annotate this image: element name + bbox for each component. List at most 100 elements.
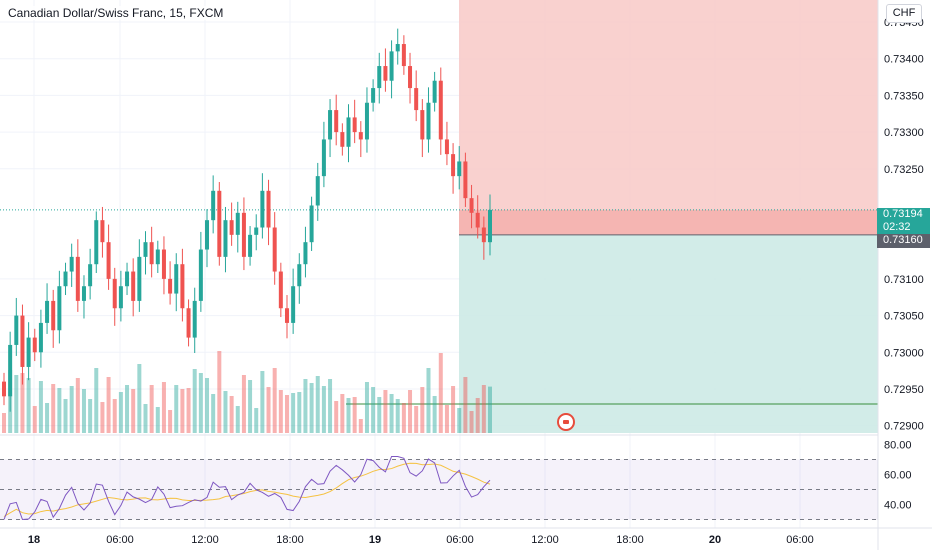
volume-bar [155, 407, 160, 433]
candle [408, 66, 413, 89]
stop-loss-zone [459, 0, 878, 235]
candle [155, 249, 160, 265]
volume-bar [186, 388, 191, 433]
candle [457, 161, 462, 177]
current-price-value: 0.73194 [883, 208, 923, 220]
currency-button[interactable]: CHF [886, 4, 922, 23]
candle [475, 212, 480, 228]
candle [432, 80, 437, 103]
volume-bar [75, 378, 80, 433]
volume-bar [414, 406, 419, 433]
candle [32, 337, 37, 353]
candle [161, 249, 166, 279]
volume-bar [161, 382, 166, 433]
candle [303, 242, 308, 265]
volume-bar [63, 399, 68, 433]
volume-bar [395, 399, 400, 433]
chart-title[interactable]: Canadian Dollar/Swiss Franc, 15, FXCM [6, 6, 226, 20]
volume-bar [352, 397, 357, 433]
price-axis-label: 0.73350 [884, 90, 924, 102]
candle [174, 264, 179, 294]
volume-bar [38, 381, 43, 433]
candle [223, 220, 228, 257]
volume-bar [235, 406, 240, 433]
candle [346, 117, 351, 147]
candle [143, 242, 148, 257]
rsi-ma-line [3, 462, 491, 517]
volume-bar [383, 390, 388, 433]
candle [63, 271, 68, 287]
volume-bar [223, 391, 228, 433]
take-profit-zone [459, 234, 878, 433]
candle [51, 300, 56, 331]
volume-bar [321, 386, 326, 433]
candle [26, 337, 31, 367]
candle [248, 234, 253, 257]
candle [377, 66, 382, 89]
volume-bar [488, 386, 492, 433]
candle [451, 154, 456, 177]
volume-bar [131, 389, 136, 433]
volume-bar [88, 399, 93, 433]
candle [444, 139, 449, 155]
candle [481, 227, 486, 243]
volume-bar [20, 373, 25, 433]
candle [401, 44, 406, 67]
time-axis-label: 18:00 [276, 534, 304, 546]
candle [45, 300, 50, 323]
candle [106, 242, 111, 279]
volume-bar [32, 406, 37, 433]
candle [328, 110, 333, 140]
canada-flag-icon[interactable] [557, 413, 575, 431]
candle [334, 110, 339, 133]
candle [94, 220, 99, 265]
volume-bar [180, 389, 185, 433]
candle [38, 322, 43, 353]
volume-bar [248, 380, 253, 433]
volume-bar [340, 394, 345, 433]
candle [88, 264, 93, 287]
candle [371, 88, 376, 103]
volume-bar [205, 378, 210, 433]
bar-countdown: 02:32 [883, 221, 911, 233]
volume-bar [69, 386, 74, 433]
rsi-axis-label: 40.00 [884, 500, 912, 512]
price-axis-label: 0.73300 [884, 127, 924, 139]
candle [309, 205, 314, 243]
candle [395, 44, 400, 52]
price-axis-label: 0.72950 [884, 384, 924, 396]
candle [272, 227, 277, 272]
volume-bar [451, 386, 456, 433]
price-axis-label: 0.73000 [884, 347, 924, 359]
volume-bar [481, 385, 486, 433]
candle [217, 190, 222, 257]
candle [211, 190, 216, 221]
volume-bar [432, 396, 437, 433]
candle [321, 139, 326, 177]
time-axis-label: 12:00 [531, 534, 559, 546]
candle [315, 176, 320, 206]
candle [75, 256, 80, 301]
volume-bar [328, 379, 333, 433]
volume-bar [112, 399, 117, 433]
candle [69, 256, 74, 272]
volume-bar [358, 419, 363, 433]
time-axis-label: 18 [28, 534, 40, 546]
volume-bar [371, 387, 376, 433]
candle [260, 190, 265, 228]
volume-bar [260, 371, 265, 433]
time-axis-label: 06:00 [446, 534, 474, 546]
price-axis-label: 0.73050 [884, 311, 924, 323]
candle [278, 271, 283, 309]
candle [420, 110, 425, 140]
rsi-line [3, 456, 491, 521]
price-axis-label: 0.73100 [884, 274, 924, 286]
volume-bar [463, 377, 468, 433]
candle [352, 117, 357, 133]
candle [57, 286, 62, 331]
candle [414, 88, 419, 111]
volume-bar [174, 385, 179, 433]
time-axis-label: 12:00 [191, 534, 219, 546]
